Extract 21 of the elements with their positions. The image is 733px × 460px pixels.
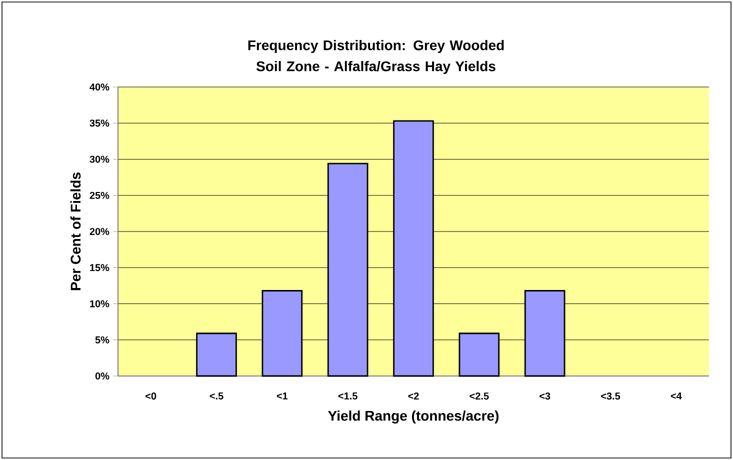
x-tick-label: <.5 bbox=[210, 392, 224, 400]
x-tick-label: <1.5 bbox=[338, 392, 358, 400]
x-tick-label: <4 bbox=[670, 392, 682, 400]
y-tick-label: 5% bbox=[95, 336, 110, 344]
x-tick-label: <2 bbox=[408, 392, 419, 400]
x-axis-title: Yield Range (tonnes/acre) bbox=[328, 410, 498, 424]
y-tick-label: 0% bbox=[95, 372, 110, 380]
x-tick-label: <1 bbox=[276, 392, 288, 400]
y-tick-label: 10% bbox=[90, 300, 110, 308]
x-tick-label: <3 bbox=[540, 392, 550, 400]
y-tick-label: 30% bbox=[90, 156, 110, 163]
y-tick-label: 15% bbox=[90, 264, 110, 272]
x-tick-label: <3.5 bbox=[601, 392, 620, 400]
y-tick-label: 40% bbox=[90, 83, 110, 91]
y-tick-label: 20% bbox=[90, 228, 110, 236]
y-axis-title: Per Cent of Fields bbox=[70, 172, 81, 290]
chart-title: Frequency Distribution: Grey Wooded Soil Zone - Alfalfa/Grass Hay Yields bbox=[248, 40, 504, 74]
x-tick-label: <2.5 bbox=[470, 392, 489, 400]
y-tick-label: 25% bbox=[90, 192, 110, 199]
x-tick-label: <0 bbox=[146, 392, 156, 400]
y-tick-label: 35% bbox=[90, 120, 110, 127]
